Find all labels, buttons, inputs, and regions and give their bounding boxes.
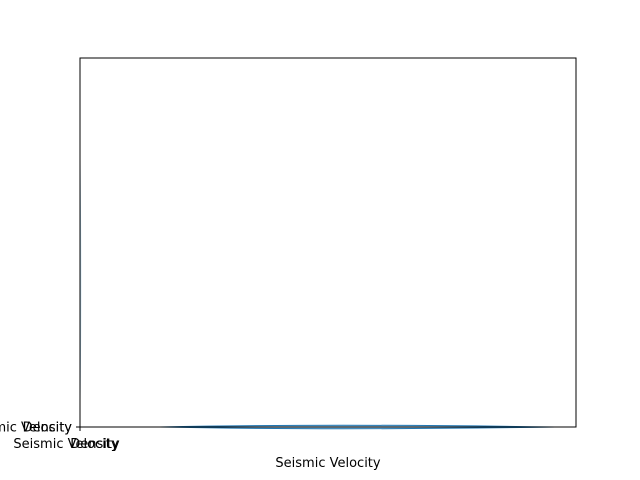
- y-tick-label-2: Density: [23, 421, 73, 436]
- x-axis-label: Seismic Velocity: [275, 456, 380, 471]
- x-tick-label-2: Density: [70, 437, 120, 452]
